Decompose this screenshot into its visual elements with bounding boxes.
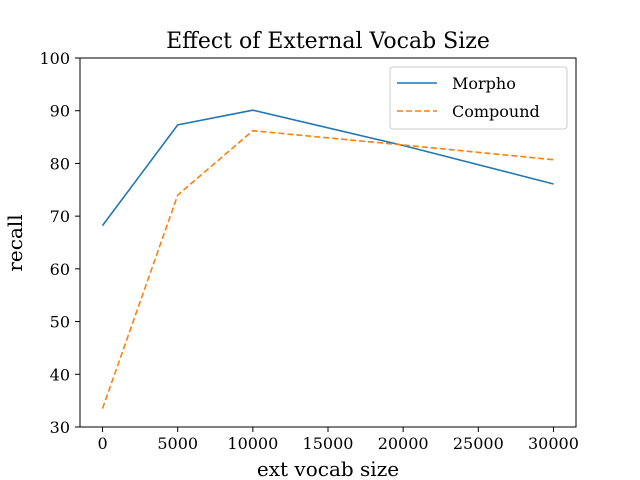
x-axis-ticks: 0 5000 10000 15000 20000 25000 30000 bbox=[97, 427, 579, 453]
x-tick-label: 10000 bbox=[227, 434, 278, 453]
legend-label-morpho: Morpho bbox=[452, 74, 516, 93]
x-tick-label: 5000 bbox=[157, 434, 198, 453]
legend-label-compound: Compound bbox=[452, 102, 540, 121]
x-tick-label: 30000 bbox=[528, 434, 579, 453]
y-tick-label: 40 bbox=[50, 365, 70, 384]
y-tick-label: 90 bbox=[50, 102, 70, 121]
legend: Morpho Compound bbox=[389, 66, 568, 130]
x-tick-label: 0 bbox=[97, 434, 107, 453]
x-tick-label: 15000 bbox=[303, 434, 354, 453]
y-tick-label: 70 bbox=[50, 207, 70, 226]
y-tick-label: 80 bbox=[50, 154, 70, 173]
legend-items: Morpho Compound bbox=[397, 74, 540, 121]
x-tick-label: 20000 bbox=[378, 434, 429, 453]
y-tick-label: 100 bbox=[39, 49, 70, 68]
x-axis-label: ext vocab size bbox=[257, 457, 399, 480]
series-layer bbox=[101, 109, 554, 409]
y-axis-label: recall bbox=[3, 214, 27, 271]
chart-title: Effect of External Vocab Size bbox=[166, 29, 490, 54]
series-line-morpho bbox=[101, 109, 554, 227]
y-axis-ticks: 30 40 50 60 70 80 90 100 bbox=[39, 49, 80, 437]
y-tick-label: 30 bbox=[50, 418, 70, 437]
y-tick-label: 60 bbox=[50, 260, 70, 279]
y-tick-label: 50 bbox=[50, 313, 70, 332]
series-line-compound bbox=[101, 129, 554, 409]
x-tick-label: 25000 bbox=[453, 434, 504, 453]
